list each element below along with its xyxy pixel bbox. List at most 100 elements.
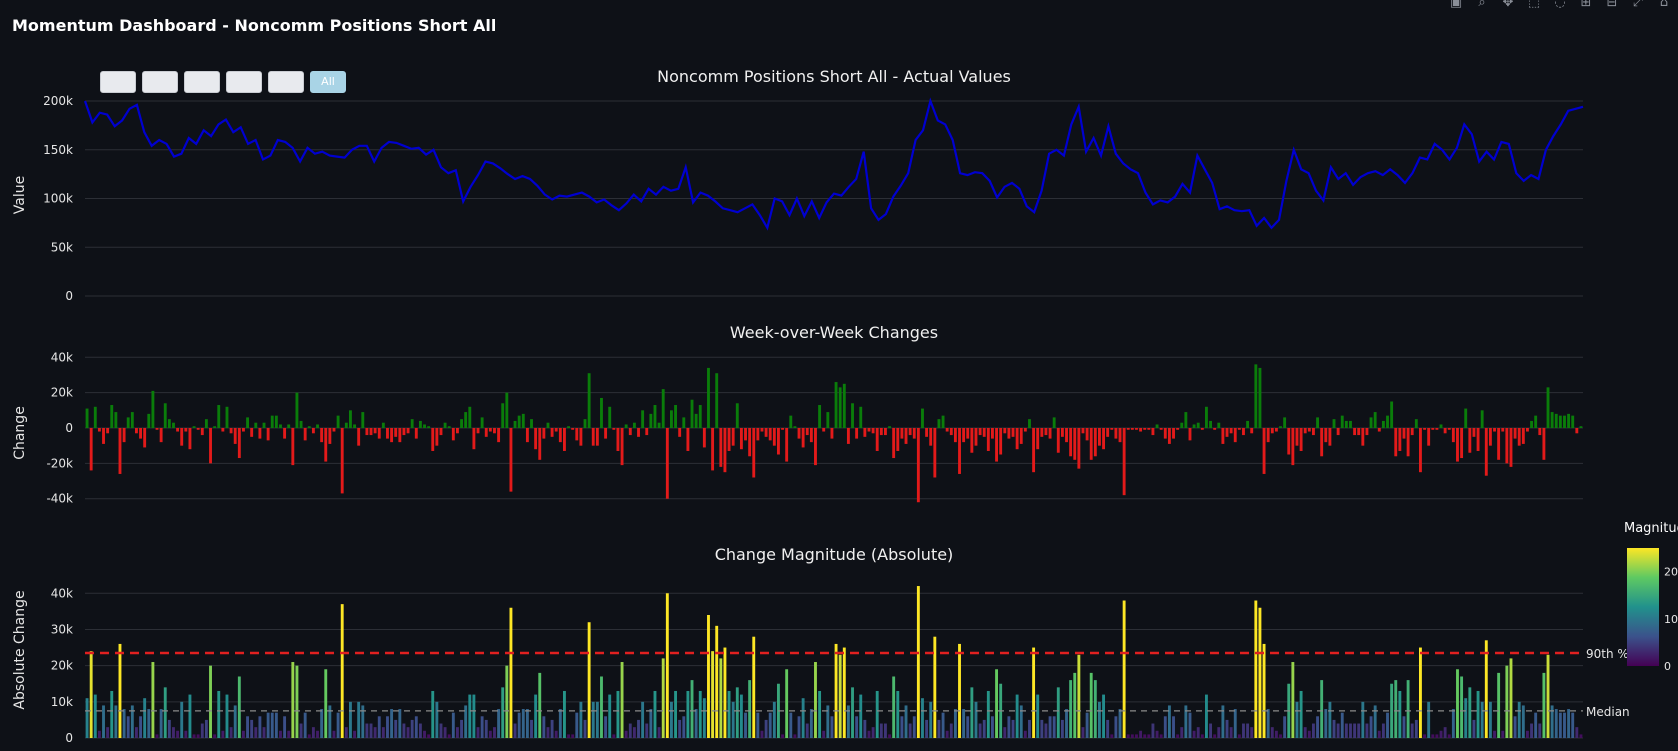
bar <box>855 428 859 439</box>
bar <box>1143 428 1147 430</box>
bar <box>332 730 336 738</box>
bar <box>1130 734 1134 738</box>
bar <box>97 730 101 738</box>
bar <box>1538 723 1542 738</box>
bar <box>1291 428 1295 466</box>
bar <box>1188 428 1192 441</box>
bar <box>1456 428 1459 462</box>
bar <box>1435 734 1439 738</box>
bar <box>237 428 241 459</box>
bar <box>373 727 377 738</box>
bar <box>929 428 933 446</box>
bar <box>1155 424 1159 428</box>
range-selector: All <box>100 71 346 93</box>
range-button-2[interactable] <box>142 71 178 93</box>
bar <box>1279 734 1282 738</box>
bar <box>340 604 344 738</box>
bar <box>250 428 254 437</box>
bar <box>369 723 373 738</box>
bar <box>550 428 554 437</box>
bar <box>1069 428 1073 457</box>
bar <box>242 428 245 432</box>
bar <box>1509 658 1513 738</box>
bar <box>1414 419 1418 428</box>
autoscale-icon[interactable]: ⤢ <box>1632 0 1644 10</box>
range-button-4[interactable] <box>226 71 262 93</box>
range-button-5[interactable] <box>268 71 304 93</box>
bar <box>591 701 595 738</box>
bar <box>1065 709 1068 738</box>
bar <box>390 428 394 443</box>
pan-icon[interactable]: ✥ <box>1502 0 1514 10</box>
bar <box>1472 719 1476 738</box>
bar <box>1546 654 1550 738</box>
bar <box>1159 428 1163 430</box>
range-button-3[interactable] <box>184 71 220 93</box>
reset-axes-icon[interactable]: ⌂ <box>1659 0 1669 10</box>
bar <box>1443 727 1447 738</box>
bar <box>1274 428 1278 432</box>
bar <box>1328 701 1332 738</box>
bar <box>1406 428 1410 457</box>
bar <box>1266 428 1270 443</box>
bar <box>888 426 891 428</box>
zoom-out-icon[interactable]: ⊟ <box>1606 0 1618 10</box>
bar <box>550 719 554 738</box>
bar <box>1419 647 1422 738</box>
bar <box>764 719 768 738</box>
bar <box>1332 719 1336 738</box>
bar <box>480 417 484 428</box>
bar <box>1423 734 1426 738</box>
bar <box>1439 730 1443 738</box>
median-label: Median <box>1586 705 1630 719</box>
bar <box>1114 716 1118 738</box>
bar <box>818 405 822 428</box>
lasso-icon[interactable]: ◌ <box>1554 0 1566 10</box>
bar <box>624 424 628 428</box>
bar <box>89 651 93 738</box>
bar <box>279 424 282 428</box>
bar <box>344 727 348 738</box>
bar <box>1122 428 1126 496</box>
bar <box>147 709 151 738</box>
bar <box>1312 723 1315 738</box>
bar <box>307 426 311 428</box>
bar <box>1431 428 1435 430</box>
bar <box>122 428 126 443</box>
box-select-icon[interactable]: ⬚ <box>1527 0 1541 10</box>
bar <box>953 428 957 443</box>
zoom-icon[interactable]: ⌕ <box>1478 0 1486 10</box>
y-tick-label: 100k <box>43 192 73 206</box>
bar <box>822 730 826 738</box>
range-button-1[interactable] <box>100 71 136 93</box>
bar <box>579 701 583 738</box>
colorbar-title: Magnitude <box>1624 521 1678 536</box>
zoom-in-icon[interactable]: ⊞ <box>1580 0 1592 10</box>
camera-icon[interactable]: ▣ <box>1449 0 1463 10</box>
bar <box>1011 719 1015 738</box>
bar <box>1213 734 1217 738</box>
bar <box>386 716 389 738</box>
y-tick-label: 50k <box>51 240 73 254</box>
bar <box>1320 680 1324 738</box>
bar <box>328 428 332 444</box>
bar <box>225 694 229 738</box>
bar <box>571 428 575 430</box>
range-button-all[interactable]: All <box>310 71 346 93</box>
bar <box>991 428 994 439</box>
bar <box>649 413 653 428</box>
bar <box>1513 716 1517 738</box>
bar <box>229 428 233 434</box>
bar <box>727 690 731 738</box>
bar <box>760 428 764 432</box>
bar <box>678 428 682 437</box>
bar <box>723 428 727 473</box>
bar <box>1019 705 1023 738</box>
bar <box>1283 716 1287 738</box>
bar <box>851 687 854 738</box>
bar <box>1007 428 1011 439</box>
bar <box>1003 727 1007 738</box>
bar <box>472 428 476 450</box>
bar <box>888 734 891 738</box>
